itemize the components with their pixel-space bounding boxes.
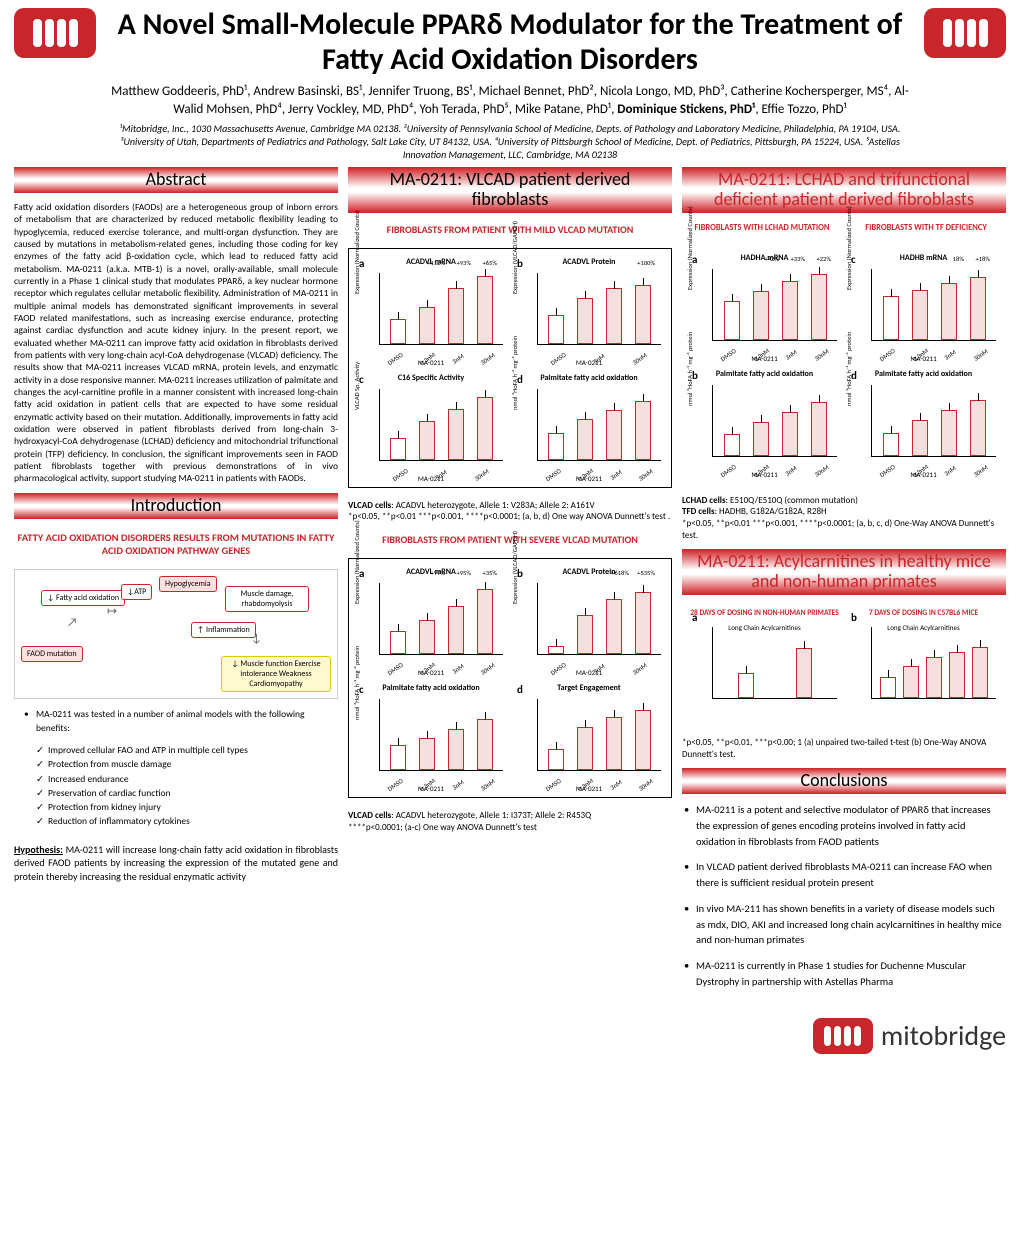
footer-brand: mitobridge bbox=[881, 1018, 1006, 1053]
intro-bullet: Protection from muscle damage bbox=[36, 757, 338, 771]
intro-lead: MA-0211 was tested in a number of animal… bbox=[24, 707, 338, 736]
mild-caption: VLCAD cells: ACADVL heterozygote, Allele… bbox=[348, 500, 672, 523]
abstract-text: Fatty acid oxidation disorders (FAODs) a… bbox=[14, 201, 338, 485]
chart-panel: aACADVL mRNAExpression (Normalized Count… bbox=[355, 255, 507, 365]
severe-chart-grid: aACADVL mRNAExpression (Normalized Count… bbox=[348, 558, 672, 798]
lchad-left-title: FIBROBLASTS WITH LCHAD MUTATION bbox=[682, 223, 842, 233]
intro-checklist: Improved cellular FAO and ATP in multipl… bbox=[14, 743, 338, 829]
arrow-icon: ↗ bbox=[67, 616, 78, 630]
chart-panel: dPalmitate fatty acid oxidationnmol ³HoF… bbox=[513, 371, 665, 481]
node-inflam: ↑ Inflammation bbox=[191, 622, 256, 638]
mild-chart-grid: aACADVL mRNAExpression (Normalized Count… bbox=[348, 248, 672, 488]
chart-panel: cHADHB mRNAExpression (Normalized Counts… bbox=[847, 251, 1000, 361]
header: A Novel Small-Molecule PPARδ Modulator f… bbox=[14, 8, 1006, 161]
node-weakness: ↓ Muscle function Exercise intolerance W… bbox=[221, 656, 331, 692]
intro-bullet: Improved cellular FAO and ATP in multipl… bbox=[36, 743, 338, 757]
intro-bullet: Preservation of cardiac function bbox=[36, 786, 338, 800]
hypothesis: Hypothesis: MA-0211 will increase long-c… bbox=[14, 843, 338, 884]
arrow-icon: ↦ bbox=[107, 604, 117, 619]
column-right: MA-0211: LCHAD and trifunctional deficie… bbox=[682, 167, 1006, 1054]
intro-bullet: Increased endurance bbox=[36, 772, 338, 786]
acyl-header: MA-0211: Acylcarnitines in healthy mice … bbox=[682, 549, 1006, 595]
acyl-panel-a: a 28 DAYS OF DOSING IN NON-HUMAN PRIMATE… bbox=[688, 609, 841, 719]
intro-bullets: MA-0211 was tested in a number of animal… bbox=[14, 707, 338, 736]
conclusions-header: Conclusions bbox=[682, 768, 1006, 794]
poster-title: A Novel Small-Molecule PPARδ Modulator f… bbox=[106, 8, 914, 77]
chart-panel: bPalmitate fatty acid oxidationnmol ³HoF… bbox=[688, 367, 841, 477]
node-faod: FAOD mutation bbox=[21, 646, 83, 662]
intro-bullet: Reduction of inflammatory cytokines bbox=[36, 814, 338, 828]
mild-title: FIBROBLASTS FROM PATIENT WITH MILD VLCAD… bbox=[348, 223, 672, 236]
logo-left bbox=[14, 8, 96, 58]
column-left: Abstract Fatty acid oxidation disorders … bbox=[14, 167, 338, 1054]
abstract-header: Abstract bbox=[14, 167, 338, 193]
intro-bullet: Protection from kidney injury bbox=[36, 800, 338, 814]
conclusion-item: MA-0211 is a potent and selective modula… bbox=[682, 802, 1006, 849]
chart-panel: cPalmitate fatty acid oxidationnmol ³HoF… bbox=[355, 681, 507, 791]
arrow-icon: ↓ bbox=[251, 632, 262, 646]
intro-box-title: FATTY ACID OXIDATION DISORDERS RESULTS F… bbox=[14, 531, 338, 557]
acyl-panel-b: b 7 DAYS OF DOSING IN C57BL6 MICE Long C… bbox=[847, 609, 1000, 719]
intro-header: Introduction bbox=[14, 493, 338, 519]
conclusion-item: In vivo MA-211 has shown benefits in a v… bbox=[682, 901, 1006, 948]
node-muscle: Muscle damage, rhabdomyolysis bbox=[225, 586, 309, 612]
severe-title: FIBROBLASTS FROM PATIENT WITH SEVERE VLC… bbox=[348, 533, 672, 546]
affiliations: ¹Mitobridge, Inc., 1030 Massachusetts Av… bbox=[106, 122, 914, 161]
acyl-grid: a 28 DAYS OF DOSING IN NON-HUMAN PRIMATE… bbox=[682, 603, 1006, 725]
chart-panel: aHADHA mRNAExpression (Normalized Counts… bbox=[688, 251, 841, 361]
conclusions-list: MA-0211 is a potent and selective modula… bbox=[682, 802, 1006, 1000]
chart-panel: bACADVL ProteinExpression (VLCAD/GAPDH)D… bbox=[513, 255, 665, 365]
lchad-chart-grid: aHADHA mRNAExpression (Normalized Counts… bbox=[682, 245, 1006, 483]
pathway-diagram: FAOD mutation ↓ Fatty acid oxidation ↓AT… bbox=[14, 569, 338, 699]
chart-panel: dPalmitate fatty acid oxidationnmol ³HoF… bbox=[847, 367, 1000, 477]
lchad-caption: LCHAD cells: E510Q/E510Q (common mutatio… bbox=[682, 495, 1006, 542]
acyl-caption: *p<0.05, **p<0.01, ***p<0.00; 1 (a) unpa… bbox=[682, 737, 1006, 760]
logo-right bbox=[924, 8, 1006, 58]
chart-panel: bACADVL ProteinExpression (VLCAD/GAPDH)D… bbox=[513, 565, 665, 675]
column-middle: MA-0211: VLCAD patient derived fibroblas… bbox=[348, 167, 672, 1054]
lchad-header: MA-0211: LCHAD and trifunctional deficie… bbox=[682, 167, 1006, 213]
chart-panel: dTarget EngagementDMSO0.3nM3nM30nMMA-021… bbox=[513, 681, 665, 791]
chart-panel: aACADVL mRNAExpression (Normalized Count… bbox=[355, 565, 507, 675]
vlcad-header: MA-0211: VLCAD patient derived fibroblas… bbox=[348, 167, 672, 213]
authors: Matthew Goddeeris, PhD¹, Andrew Basinski… bbox=[106, 83, 914, 118]
node-hypo: Hypoglycemia bbox=[159, 576, 217, 592]
chart-panel: cC16 Specific ActivityVLCAD Sp. Activity… bbox=[355, 371, 507, 481]
lchad-right-title: FIBROBLASTS WITH TF DEFICIENCY bbox=[846, 223, 1006, 233]
severe-caption: VLCAD cells: ACADVL heterozygote, Allele… bbox=[348, 810, 672, 833]
conclusion-item: In VLCAD patient derived fibroblasts MA-… bbox=[682, 859, 1006, 891]
footer-logo: mitobridge bbox=[682, 1018, 1006, 1054]
node-atp: ↓ATP bbox=[121, 584, 152, 600]
conclusion-item: MA-0211 is currently in Phase 1 studies … bbox=[682, 958, 1006, 990]
